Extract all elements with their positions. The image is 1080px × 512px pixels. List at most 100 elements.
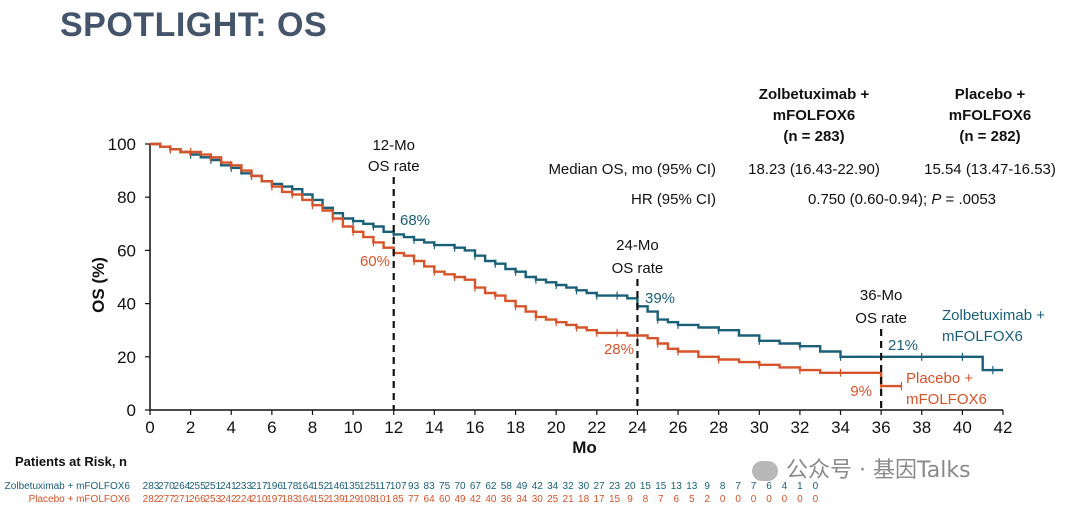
risk-value: 183 — [282, 494, 299, 505]
risk-value: 7 — [658, 494, 664, 505]
risk-value: 77 — [408, 494, 420, 505]
risk-value: 164 — [297, 481, 314, 492]
x-tick-label: 8 — [308, 418, 317, 437]
risk-value: 40 — [485, 494, 497, 505]
y-tick-label: 40 — [117, 295, 136, 314]
risk-value: 152 — [313, 494, 330, 505]
page-title: SPOTLIGHT: OS — [60, 6, 328, 44]
col-placebo-header-3: (n = 282) — [959, 128, 1020, 145]
risk-value: 34 — [547, 481, 559, 492]
risk-value: 283 — [143, 481, 160, 492]
risk-value: 108 — [359, 494, 376, 505]
risk-value: 60 — [439, 494, 451, 505]
milestone-label-24: 24-Mo — [616, 237, 659, 254]
risk-table: Patients at Risk, n Zolbetuximab + mFOLFO… — [5, 454, 819, 505]
risk-value: 1 — [797, 481, 803, 492]
risk-value: 6 — [766, 481, 772, 492]
risk-value: 0 — [751, 494, 757, 505]
risk-value: 251 — [204, 481, 221, 492]
risk-value: 7 — [751, 481, 757, 492]
col-zolbe-header-2: mFOLFOX6 — [773, 107, 856, 124]
rate-zolbetuximab-36: 21% — [888, 337, 918, 354]
median-os-zolbe: 18.23 (16.43-22.90) — [748, 161, 880, 178]
y-tick-label: 0 — [127, 401, 136, 420]
risk-value: 241 — [220, 481, 237, 492]
risk-value: 264 — [174, 481, 191, 492]
rate-placebo-24: 28% — [604, 341, 634, 358]
risk-value: 85 — [393, 494, 405, 505]
x-tick-label: 0 — [145, 418, 154, 437]
risk-value: 0 — [720, 494, 726, 505]
risk-value: 15 — [640, 481, 652, 492]
risk-value: 70 — [454, 481, 466, 492]
x-axis-title: Mo — [572, 438, 597, 457]
risk-value: 93 — [408, 481, 420, 492]
risk-value: 282 — [143, 494, 160, 505]
col-zolbe-header-1: Zolbetuximab + — [759, 86, 870, 103]
risk-value: 125 — [359, 481, 376, 492]
y-tick-label: 100 — [108, 135, 136, 154]
risk-value: 266 — [189, 494, 206, 505]
risk-value: 13 — [686, 481, 698, 492]
x-tick-label: 2 — [186, 418, 195, 437]
risk-value: 0 — [813, 481, 819, 492]
risk-table-title: Patients at Risk, n — [15, 454, 127, 469]
risk-value: 13 — [671, 481, 683, 492]
rate-placebo-12: 60% — [360, 253, 390, 270]
risk-value: 4 — [782, 481, 788, 492]
rate-zolbetuximab-12: 68% — [400, 212, 430, 229]
risk-value: 210 — [251, 494, 268, 505]
risk-value: 17 — [593, 494, 605, 505]
risk-value: 217 — [251, 481, 268, 492]
median-os-label: Median OS, mo (95% CI) — [548, 161, 716, 178]
x-tick-label: 34 — [831, 418, 850, 437]
risk-value: 67 — [470, 481, 482, 492]
x-tick-label: 22 — [587, 418, 606, 437]
rate-zolbetuximab-24: 39% — [645, 290, 675, 307]
risk-value: 0 — [766, 494, 772, 505]
x-tick-label: 18 — [506, 418, 525, 437]
milestone-label-36: 36-Mo — [860, 287, 903, 304]
risk-value: 129 — [344, 494, 361, 505]
y-tick-label: 60 — [117, 241, 136, 260]
survival-curves: Zolbetuximab + mFOLFOX6 Placebo + mFOLFOX6 — [150, 142, 1045, 408]
legend-zolbetuximab-line1: Zolbetuximab + — [942, 307, 1045, 324]
milestone-sublabel-36: OS rate — [855, 310, 907, 327]
risk-value: 107 — [390, 481, 407, 492]
risk-value: 255 — [189, 481, 206, 492]
risk-row-label: Placebo + mFOLFOX6 — [29, 494, 131, 505]
risk-value: 0 — [797, 494, 803, 505]
risk-value: 20 — [624, 481, 636, 492]
risk-value: 117 — [375, 481, 391, 492]
risk-value: 0 — [782, 494, 788, 505]
risk-value: 75 — [439, 481, 451, 492]
risk-value: 49 — [454, 494, 466, 505]
x-tick-label: 32 — [790, 418, 809, 437]
median-os-placebo: 15.54 (13.47-16.53) — [924, 161, 1056, 178]
risk-value: 32 — [563, 481, 575, 492]
risk-value: 49 — [516, 481, 528, 492]
risk-value: 224 — [235, 494, 252, 505]
wechat-icon — [752, 461, 778, 481]
risk-value: 6 — [674, 494, 680, 505]
x-tick-label: 40 — [953, 418, 972, 437]
hr-p-label: P — [931, 191, 941, 208]
risk-row-label: Zolbetuximab + mFOLFOX6 — [5, 481, 131, 492]
col-placebo-header-1: Placebo + — [955, 86, 1026, 103]
y-tick-label: 20 — [117, 348, 136, 367]
risk-value: 135 — [344, 481, 361, 492]
risk-value: 101 — [374, 494, 391, 505]
col-placebo-header-2: mFOLFOX6 — [949, 107, 1032, 124]
x-tick-label: 24 — [628, 418, 647, 437]
x-tick-label: 20 — [547, 418, 566, 437]
hr-value: 0.750 (0.60-0.94); P = .0053 — [808, 191, 996, 208]
x-tick-label: 12 — [384, 418, 403, 437]
x-tick-label: 42 — [994, 418, 1013, 437]
risk-value: 30 — [532, 494, 544, 505]
risk-value: 164 — [297, 494, 314, 505]
summary-table: Zolbetuximab + mFOLFOX6 (n = 283) Placebo +… — [548, 86, 1055, 208]
risk-value: 42 — [470, 494, 482, 505]
risk-value: 62 — [485, 481, 497, 492]
